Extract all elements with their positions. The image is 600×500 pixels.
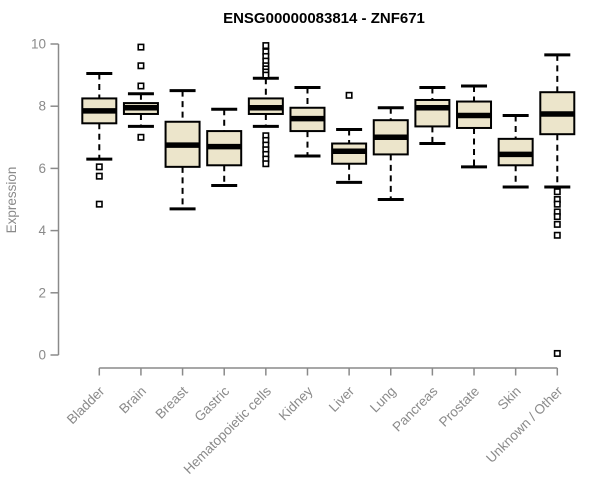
y-tick-label: 10 [31,37,46,52]
boxplot-bladder [81,72,118,208]
boxplot-pancreas [414,86,451,146]
iqr-box [414,98,451,128]
y-tick-label: 0 [38,348,46,363]
outlier-point [137,133,145,141]
outlier-point [553,231,561,239]
x-tick-label-gastric: Gastric [191,383,232,424]
y-tick-label: 2 [38,285,46,300]
y-tick-label: 6 [38,161,46,176]
boxplot-unknown-other [539,53,576,357]
boxplot-lung [372,106,409,201]
outlier-point [95,172,103,180]
y-tick-label: 8 [38,99,46,114]
outlier-point [553,213,561,221]
x-tick-label-lung: Lung [367,384,399,416]
outlier-point [345,91,353,99]
chart-title: ENSG00000083814 - ZNF671 [223,10,425,27]
y-axis-label: Expression [4,167,19,234]
outlier-point [553,349,561,357]
boxplot-prostate [456,84,493,169]
outlier-point [262,42,270,50]
outlier-point [95,163,103,171]
x-tick-label-brain: Brain [116,384,149,417]
x-tick-label-liver: Liver [326,383,358,415]
outlier-point [553,200,561,208]
boxplot-gastric [206,107,243,188]
x-tick-label-unknown-other: Unknown / Other [483,383,566,466]
outlier-point [137,82,145,90]
x-tick-label-breast: Breast [152,383,190,421]
boxplot-skin [497,114,534,189]
x-tick-label-kidney: Kidney [276,383,316,423]
outlier-point [553,188,561,196]
x-tick-label-bladder: Bladder [64,383,108,427]
boxplot-brain [122,43,159,141]
boxplot-hematopoietic-cells [247,42,284,168]
outlier-point [553,220,561,228]
x-tick-label-pancreas: Pancreas [390,383,441,434]
boxplot-kidney [289,86,326,158]
boxplot-liver [331,91,368,184]
outlier-point [137,43,145,51]
outlier-point [137,62,145,70]
boxplot-breast [164,89,201,211]
outlier-point [95,200,103,208]
outlier-point [262,71,270,79]
outlier-point [262,160,270,168]
x-tick-label-skin: Skin [495,384,524,413]
x-tick-label-prostate: Prostate [436,384,482,430]
y-tick-label: 4 [38,223,46,238]
